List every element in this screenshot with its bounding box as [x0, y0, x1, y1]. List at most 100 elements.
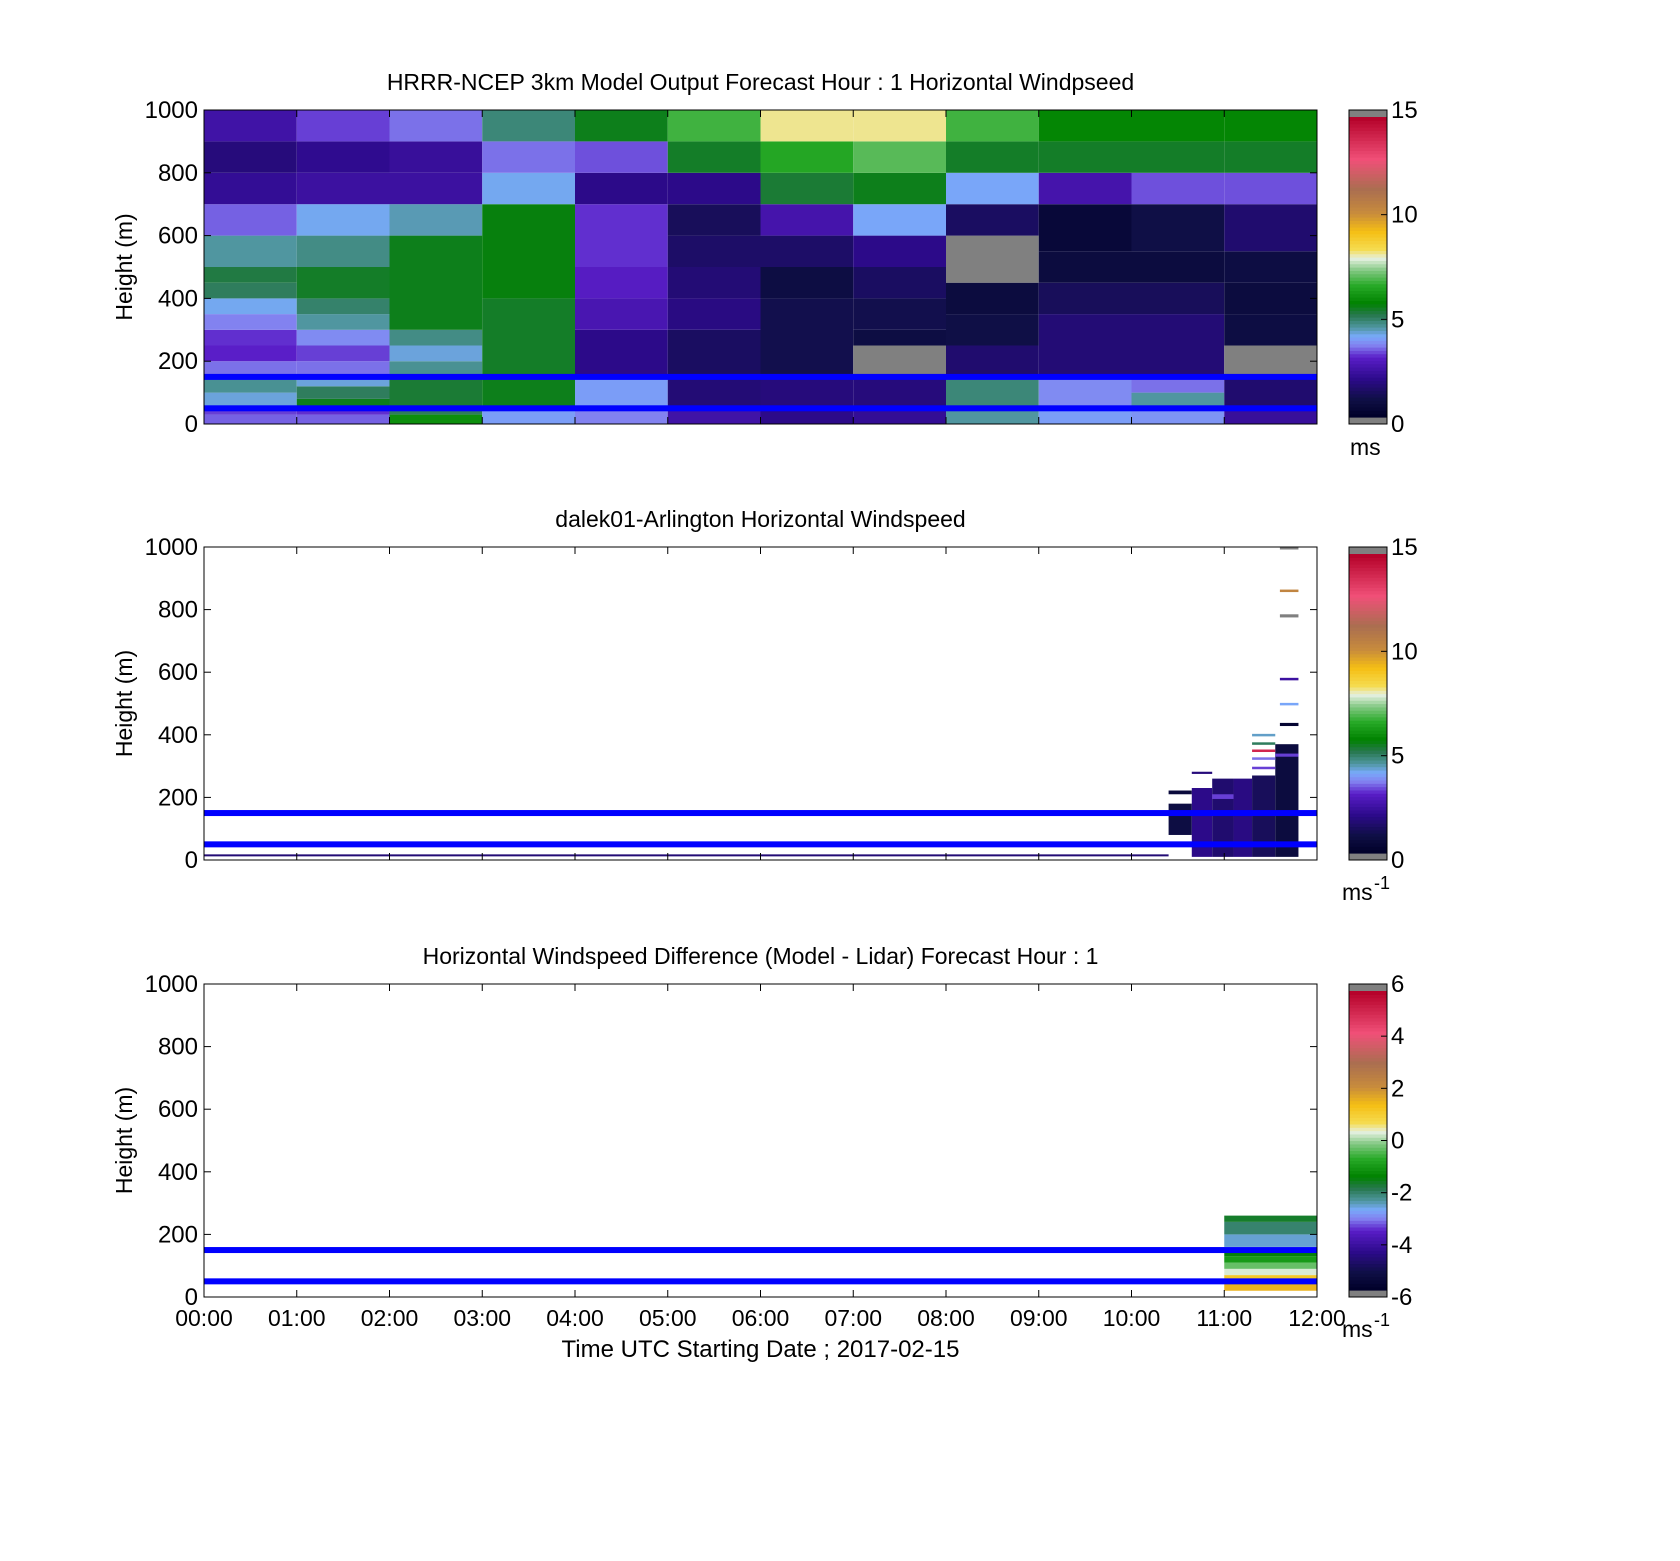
colorbar-step	[1349, 756, 1387, 761]
heatmap-cell	[667, 298, 761, 330]
colorbar-step	[1349, 253, 1387, 258]
colorbar-step	[1349, 1133, 1387, 1138]
heatmap-cell	[204, 235, 297, 267]
colorbar-step	[1349, 610, 1387, 615]
heatmap-cell	[1224, 345, 1317, 377]
heatmap-cell	[667, 376, 761, 409]
reference-line	[204, 1278, 1317, 1285]
heatmap-cell	[389, 172, 483, 205]
colorbar-step	[1349, 1120, 1387, 1125]
colorbar-step	[1349, 753, 1387, 758]
colorbar-step	[1349, 320, 1387, 325]
heatmap-cell	[760, 267, 854, 299]
colorbar-step	[1349, 293, 1387, 298]
colorbar-step	[1349, 700, 1387, 705]
heatmap-segment	[1168, 803, 1192, 835]
x-tick-label: 09:00	[1010, 1305, 1068, 1331]
colorbar-step	[1349, 150, 1387, 155]
heatmap-cell	[1131, 251, 1225, 283]
x-tick-label: 03:00	[453, 1305, 511, 1331]
colorbar-step	[1349, 1010, 1387, 1015]
colorbar-step	[1349, 347, 1387, 351]
heatmap-cell	[389, 204, 483, 236]
heatmap-cell	[575, 408, 668, 424]
colorbar-step	[1349, 806, 1387, 811]
heatmap-cell	[204, 414, 297, 424]
heatmap-segment	[1279, 702, 1299, 706]
heatmap-cell	[946, 376, 1039, 409]
colorbar-step	[1349, 1153, 1387, 1158]
colorbar-step	[1349, 1266, 1387, 1271]
heatmap-cell	[575, 172, 668, 205]
heatmap-cell	[1131, 204, 1225, 252]
heatmap-cell	[296, 314, 390, 330]
heatmap-cell	[946, 408, 1039, 424]
heatmap-cell	[760, 298, 854, 377]
heatmap-cell	[296, 172, 390, 205]
colorbar-step	[1349, 1097, 1387, 1102]
colorbar-step	[1349, 1280, 1387, 1284]
colorbar-step	[1349, 1084, 1387, 1088]
heatmap-cell	[296, 110, 390, 142]
heatmap-segment	[1224, 1250, 1317, 1257]
colorbar-unit: ms	[1350, 434, 1381, 460]
colorbar-step	[1349, 1064, 1387, 1069]
y-tick-label: 600	[158, 1096, 198, 1123]
colorbar-step	[1349, 796, 1387, 801]
heatmap-segment	[1233, 778, 1253, 857]
heatmap-cell	[1131, 408, 1225, 424]
x-tick-label: 04:00	[546, 1305, 604, 1331]
heatmap-cell	[1038, 251, 1132, 283]
heatmap-cell	[1224, 376, 1317, 409]
colorbar-tick-label: 15	[1391, 97, 1418, 124]
heatmap-cell	[389, 235, 483, 330]
panel-1: 0 200 400 600 800 1000 HRRR-NCEP 3km Model Out…	[111, 69, 1418, 460]
colorbar-step	[1349, 627, 1387, 632]
colorbar-step	[1349, 716, 1387, 721]
heatmap-cell	[296, 414, 390, 424]
colorbar-step	[1349, 1180, 1387, 1185]
heatmap-cell	[1131, 392, 1225, 409]
colorbar-step	[1349, 663, 1387, 668]
y-tick-label: 600	[158, 223, 198, 250]
heatmap-cell	[575, 267, 668, 299]
colorbar-step	[1349, 683, 1387, 688]
heatmap-cell	[575, 204, 668, 267]
colorbar-step	[1349, 337, 1387, 341]
heatmap-cell	[482, 141, 575, 173]
heatmap-cell	[389, 345, 483, 362]
heatmap-cell	[853, 267, 946, 299]
heatmap-cell	[296, 386, 390, 399]
y-axis-label: Height (m)	[111, 213, 137, 320]
y-axis-label: Height (m)	[111, 650, 137, 757]
colorbar-step	[1349, 167, 1387, 171]
heatmap-cell	[760, 172, 854, 205]
colorbar-step	[1349, 1260, 1387, 1265]
heatmap-cell	[853, 408, 946, 424]
heatmap-segment	[1252, 733, 1276, 737]
heatmap-cell	[1038, 110, 1132, 142]
chart-title: HRRR-NCEP 3km Model Output Forecast Hour…	[387, 69, 1134, 95]
heatmap-segment	[1279, 614, 1299, 618]
colorbar-step	[1349, 1157, 1387, 1162]
colorbar-step	[1349, 170, 1387, 175]
heatmap-segment	[1224, 1256, 1317, 1263]
colorbar-step	[1349, 413, 1387, 418]
colorbar-step	[1349, 1014, 1387, 1019]
x-tick-label: 11:00	[1196, 1305, 1252, 1331]
heatmap-cell	[946, 345, 1039, 377]
colorbar-step	[1349, 1070, 1387, 1075]
colorbar-step	[1349, 370, 1387, 375]
colorbar-step	[1349, 743, 1387, 748]
heatmap-cell	[389, 141, 483, 173]
colorbar-step	[1349, 357, 1387, 361]
colorbar-step	[1349, 833, 1387, 837]
y-tick-label: 800	[158, 1034, 198, 1061]
colorbar-step	[1349, 1223, 1387, 1228]
heatmap-cell	[853, 298, 946, 330]
colorbar-step	[1349, 573, 1387, 578]
colorbar-step	[1349, 620, 1387, 625]
heatmap-cell	[204, 314, 297, 330]
heatmap-cell	[946, 110, 1039, 142]
colorbar-step	[1349, 140, 1387, 145]
